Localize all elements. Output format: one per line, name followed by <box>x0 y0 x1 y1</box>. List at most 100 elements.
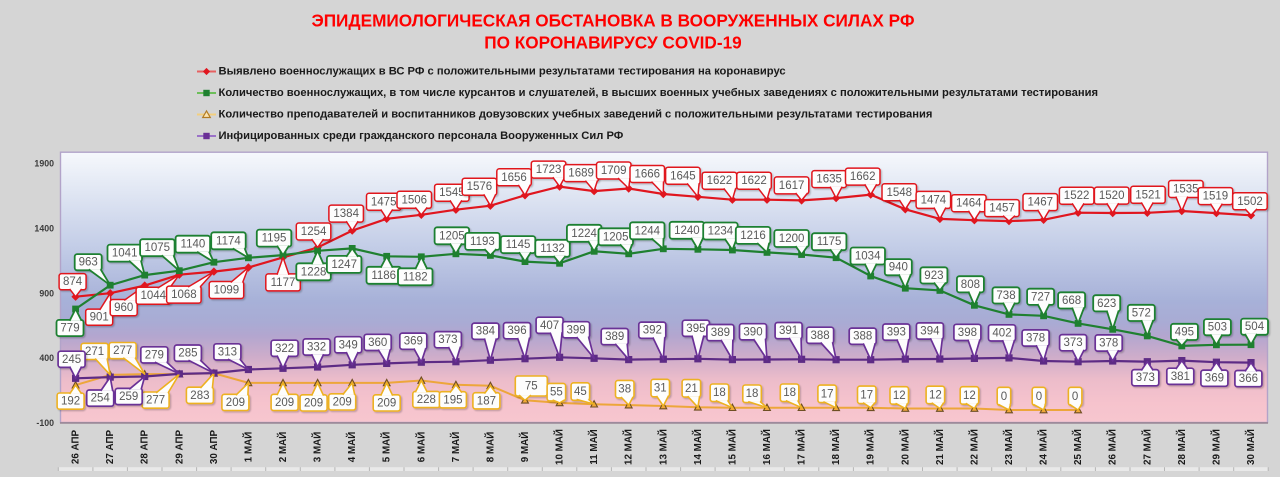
svg-text:-100: -100 <box>36 418 54 428</box>
svg-text:738: 738 <box>996 290 1015 302</box>
svg-text:923: 923 <box>924 270 943 282</box>
svg-text:277: 277 <box>113 345 132 357</box>
svg-text:30 АПР: 30 АПР <box>209 429 220 464</box>
svg-text:1224: 1224 <box>571 228 597 240</box>
svg-text:727: 727 <box>1031 291 1050 303</box>
svg-text:1400: 1400 <box>34 224 54 234</box>
svg-text:1474: 1474 <box>921 194 947 206</box>
svg-text:384: 384 <box>476 326 496 338</box>
svg-text:45: 45 <box>574 386 587 398</box>
svg-text:369: 369 <box>404 336 423 348</box>
svg-text:17: 17 <box>821 388 834 400</box>
svg-text:7 МАЙ: 7 МАЙ <box>450 432 462 462</box>
svg-text:29 МАЙ: 29 МАЙ <box>1210 429 1222 465</box>
svg-text:1247: 1247 <box>331 259 357 271</box>
svg-text:1193: 1193 <box>470 236 495 248</box>
svg-text:28 МАЙ: 28 МАЙ <box>1176 429 1188 465</box>
svg-text:1506: 1506 <box>402 194 428 206</box>
svg-text:1521: 1521 <box>1135 189 1161 201</box>
svg-text:901: 901 <box>90 312 109 324</box>
svg-text:1228: 1228 <box>301 266 327 278</box>
svg-text:5 МАЙ: 5 МАЙ <box>381 432 393 462</box>
svg-text:26 МАЙ: 26 МАЙ <box>1107 429 1119 465</box>
svg-text:960: 960 <box>114 302 133 314</box>
svg-text:0: 0 <box>1072 391 1078 403</box>
svg-text:209: 209 <box>377 397 396 409</box>
svg-text:1723: 1723 <box>536 164 562 176</box>
svg-text:18: 18 <box>746 388 759 400</box>
svg-text:11 МАЙ: 11 МАЙ <box>588 429 600 464</box>
svg-text:18: 18 <box>783 387 796 399</box>
svg-text:388: 388 <box>811 330 830 342</box>
svg-text:3 МАЙ: 3 МАЙ <box>312 432 324 462</box>
svg-text:369: 369 <box>1205 373 1224 385</box>
svg-text:279: 279 <box>145 349 164 361</box>
svg-text:209: 209 <box>333 396 352 408</box>
svg-text:1464: 1464 <box>956 198 982 210</box>
svg-text:8 МАЙ: 8 МАЙ <box>484 432 496 462</box>
svg-text:504: 504 <box>1245 321 1265 333</box>
svg-text:1140: 1140 <box>181 239 206 251</box>
svg-text:396: 396 <box>507 325 526 337</box>
svg-text:75: 75 <box>525 381 538 393</box>
svg-text:1545: 1545 <box>439 187 465 199</box>
svg-text:1519: 1519 <box>1203 191 1229 203</box>
svg-text:30 МАЙ: 30 МАЙ <box>1245 429 1257 465</box>
svg-text:1475: 1475 <box>371 196 397 208</box>
svg-text:378: 378 <box>1099 338 1118 350</box>
svg-text:1145: 1145 <box>506 239 531 251</box>
svg-text:18 МАЙ: 18 МАЙ <box>830 429 842 465</box>
svg-text:Выявлено военнослужащих в ВС Р: Выявлено военнослужащих в ВС РФ с положи… <box>219 66 786 78</box>
svg-text:1467: 1467 <box>1028 197 1054 209</box>
svg-text:187: 187 <box>477 395 496 407</box>
svg-text:398: 398 <box>958 327 977 339</box>
svg-text:21: 21 <box>685 383 698 395</box>
svg-text:1535: 1535 <box>1173 184 1199 196</box>
svg-text:Инфицированных среди гражданск: Инфицированных среди гражданского персон… <box>219 130 624 142</box>
svg-text:394: 394 <box>920 326 940 338</box>
svg-text:0: 0 <box>1036 391 1042 403</box>
svg-text:963: 963 <box>79 257 98 269</box>
svg-text:26 АПР: 26 АПР <box>71 429 82 464</box>
svg-text:1216: 1216 <box>740 230 766 242</box>
svg-text:1044: 1044 <box>141 290 167 302</box>
svg-text:1645: 1645 <box>670 170 696 182</box>
svg-text:1 МАЙ: 1 МАЙ <box>242 432 254 462</box>
svg-text:366: 366 <box>1239 373 1258 385</box>
svg-text:29 АПР: 29 АПР <box>174 429 185 464</box>
svg-text:ЭПИДЕМИОЛОГИЧЕСКАЯ ОБСТАНОВКА: ЭПИДЕМИОЛОГИЧЕСКАЯ ОБСТАНОВКА В ВООРУЖЕН… <box>311 11 914 31</box>
svg-text:373: 373 <box>438 334 457 346</box>
svg-text:27 МАЙ: 27 МАЙ <box>1141 429 1153 465</box>
svg-text:259: 259 <box>119 391 138 403</box>
svg-text:1132: 1132 <box>540 243 565 255</box>
svg-text:1622: 1622 <box>707 175 733 187</box>
svg-text:388: 388 <box>853 331 872 343</box>
svg-text:400: 400 <box>39 353 54 363</box>
svg-text:55: 55 <box>550 387 563 399</box>
svg-text:12: 12 <box>893 390 906 402</box>
svg-text:6 МАЙ: 6 МАЙ <box>415 432 427 462</box>
svg-text:1234: 1234 <box>708 226 734 238</box>
svg-text:378: 378 <box>1026 333 1045 345</box>
svg-text:779: 779 <box>60 323 79 335</box>
svg-text:17: 17 <box>860 389 873 401</box>
svg-text:349: 349 <box>339 339 358 351</box>
svg-text:1175: 1175 <box>817 236 842 248</box>
svg-text:1548: 1548 <box>887 187 913 199</box>
svg-text:381: 381 <box>1171 371 1190 383</box>
svg-text:1186: 1186 <box>371 270 396 282</box>
svg-text:12: 12 <box>963 390 976 402</box>
svg-text:283: 283 <box>190 390 209 402</box>
svg-text:1900: 1900 <box>34 159 54 169</box>
svg-text:1205: 1205 <box>439 230 465 242</box>
svg-text:322: 322 <box>275 343 294 355</box>
svg-text:12 МАЙ: 12 МАЙ <box>623 429 635 465</box>
svg-text:1689: 1689 <box>568 168 594 180</box>
svg-text:22 МАЙ: 22 МАЙ <box>968 429 980 465</box>
svg-text:1709: 1709 <box>601 165 627 177</box>
svg-text:209: 209 <box>275 397 294 409</box>
svg-text:14 МАЙ: 14 МАЙ <box>692 429 704 465</box>
svg-text:1240: 1240 <box>674 225 700 237</box>
svg-text:1041: 1041 <box>112 248 138 260</box>
svg-text:360: 360 <box>368 337 387 349</box>
